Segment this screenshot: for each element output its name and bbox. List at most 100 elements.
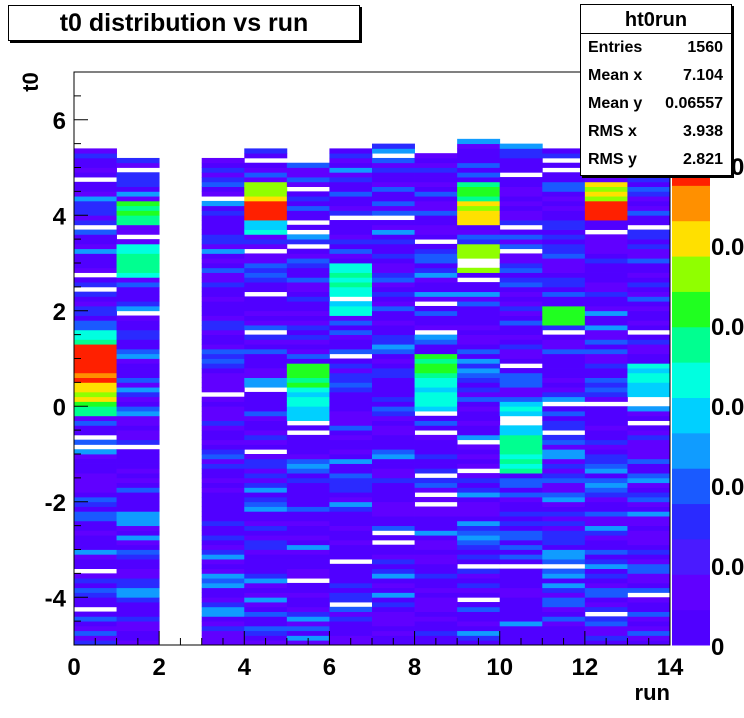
y-axis: -4 -2 0 2 4 6	[45, 71, 88, 646]
heatmap-cell	[329, 420, 373, 426]
stats-label: RMS y	[588, 151, 637, 168]
heatmap-cell	[329, 153, 373, 159]
heatmap-cell	[329, 492, 373, 498]
heatmap-cell	[457, 544, 501, 550]
heatmap-cell	[499, 597, 543, 603]
heatmap-cell	[414, 439, 458, 445]
heatmap-cell	[286, 401, 330, 407]
heatmap-cell	[286, 415, 330, 421]
heatmap-cell	[329, 425, 373, 431]
heatmap-cell	[74, 621, 117, 627]
heatmap-cell	[201, 516, 245, 522]
heatmap-cell	[244, 468, 288, 474]
heatmap-cell	[457, 473, 501, 479]
heatmap-cell	[201, 167, 245, 173]
heatmap-cell	[201, 377, 245, 383]
heatmap-cell	[542, 339, 586, 345]
heatmap-cell	[627, 578, 671, 584]
heatmap-cell	[201, 315, 245, 321]
heatmap-cell	[414, 425, 458, 431]
heatmap-cell	[584, 602, 628, 608]
heatmap-cell	[244, 516, 288, 522]
heatmap-cell	[372, 181, 415, 187]
heatmap-cell	[286, 339, 330, 345]
heatmap-cell	[414, 559, 458, 565]
heatmap-cell	[244, 568, 288, 574]
heatmap-cell	[414, 310, 458, 316]
heatmap-cell	[116, 263, 160, 269]
heatmap-cell	[201, 339, 245, 345]
heatmap-cell	[116, 406, 160, 412]
heatmap-cell	[329, 334, 373, 340]
heatmap-cell	[329, 592, 373, 598]
heatmap-cell	[116, 344, 160, 350]
heatmap-cell	[329, 167, 373, 173]
heatmap-cell	[372, 239, 415, 245]
heatmap-cell	[372, 587, 415, 593]
heatmap-cell	[244, 411, 288, 417]
heatmap-cell	[542, 358, 586, 364]
heatmap-cell	[74, 153, 117, 159]
heatmap-cell	[201, 411, 245, 417]
heatmap-cell	[372, 191, 415, 197]
heatmap-cell	[414, 348, 458, 355]
heatmap-cell	[457, 582, 501, 589]
colorbar-swatch	[672, 362, 710, 398]
heatmap-cell	[201, 439, 245, 445]
heatmap-cell	[116, 511, 160, 517]
heatmap-cell	[499, 377, 543, 383]
heatmap-cell	[116, 492, 160, 498]
heatmap-cell	[627, 305, 671, 312]
heatmap-cell	[499, 463, 543, 469]
heatmap-cell	[244, 406, 288, 412]
heatmap-cell	[74, 229, 117, 235]
heatmap-cell	[414, 406, 458, 412]
heatmap-cell	[329, 253, 373, 259]
heatmap-cell	[499, 544, 543, 550]
heatmap-cell	[244, 263, 288, 269]
heatmap-cell	[116, 172, 160, 178]
heatmap-cell	[499, 263, 543, 269]
heatmap-cell	[542, 539, 586, 546]
stats-row-rms-y: RMS y 2.821	[581, 146, 731, 174]
heatmap-cell	[584, 210, 628, 216]
heatmap-cell	[286, 587, 330, 593]
heatmap-cell	[584, 348, 628, 355]
heatmap-cell	[244, 525, 288, 531]
heatmap-cell	[372, 621, 415, 627]
heatmap-cell	[627, 525, 671, 531]
heatmap-cell	[499, 587, 543, 593]
heatmap-cell	[457, 477, 501, 484]
heatmap-cell	[584, 191, 628, 197]
heatmap-cell	[499, 186, 543, 192]
heatmap-cell	[329, 258, 373, 264]
heatmap-cell	[499, 477, 543, 484]
heatmap-cell	[116, 363, 160, 369]
heatmap-cell	[499, 501, 543, 507]
heatmap-cell	[244, 592, 288, 598]
heatmap-cell	[414, 282, 458, 288]
heatmap-cell	[372, 334, 415, 340]
heatmap-cell	[499, 382, 543, 388]
heatmap-cell	[457, 396, 501, 402]
heatmap-cell	[542, 325, 586, 331]
heatmap-cell	[329, 191, 373, 197]
heatmap-cell	[584, 310, 628, 316]
heatmap-cell	[457, 444, 501, 450]
heatmap-cell	[627, 430, 671, 436]
heatmap-cell	[244, 597, 288, 603]
heatmap-cell	[372, 501, 415, 507]
heatmap-cell	[627, 372, 671, 378]
heatmap-cell	[74, 549, 117, 555]
heatmap-cell	[244, 611, 288, 617]
heatmap-cell	[201, 286, 245, 293]
heatmap-cell	[329, 220, 373, 226]
heatmap-cell	[414, 621, 458, 627]
heatmap-cell	[116, 315, 160, 321]
heatmap-cell	[372, 291, 415, 297]
heatmap-cell	[457, 301, 501, 307]
heatmap-cell	[116, 520, 160, 527]
heatmap-cell	[542, 554, 586, 560]
heatmap-cell	[499, 267, 543, 273]
heatmap-cell	[499, 167, 543, 173]
